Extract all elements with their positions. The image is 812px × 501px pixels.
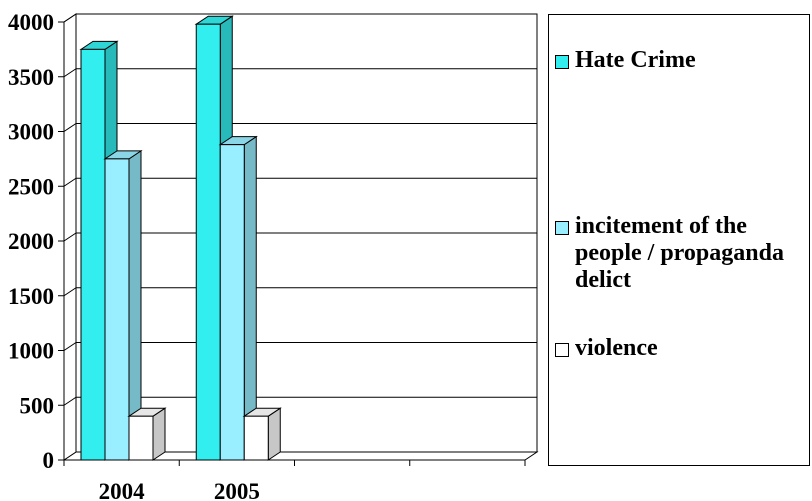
- legend-item-incitement: incitement of the people / propaganda de…: [555, 213, 805, 294]
- chart-canvas: 0 500 1000 1500 2000 2500 3000 3500 4000 2004 2005: [8, 10, 539, 501]
- legend-swatch-incitement: [555, 221, 569, 235]
- gridline-diagonal: [63, 396, 77, 406]
- gridline-diagonal: [63, 68, 77, 78]
- gridline-diagonal: [63, 287, 77, 297]
- bar-side: [267, 407, 281, 461]
- x-tick-label: 2005: [214, 479, 260, 501]
- bar: [128, 415, 154, 461]
- bar: [243, 415, 269, 461]
- gridline-diagonal: [63, 13, 77, 23]
- legend-swatch-violence: [555, 343, 569, 357]
- y-tick-label: 3500: [8, 65, 54, 90]
- y-tick-label: 1500: [8, 284, 54, 309]
- y-tick-label: 4000: [8, 10, 54, 35]
- gridline-diagonal: [63, 232, 77, 242]
- y-tick-label: 0: [43, 448, 55, 473]
- legend-swatch-hate-crime: [555, 55, 569, 69]
- y-tick-label: 1000: [8, 339, 54, 364]
- gridline-diagonal: [63, 177, 77, 187]
- gridline-diagonal: [63, 123, 77, 132]
- legend: Hate Crime incitement of the people / pr…: [548, 14, 810, 466]
- bar: [219, 144, 245, 461]
- legend-label-incitement: incitement of the people / propaganda de…: [575, 213, 784, 293]
- bar: [195, 23, 221, 461]
- bar: [80, 48, 106, 461]
- bar-side: [152, 407, 166, 461]
- gridline-diagonal: [63, 342, 77, 351]
- legend-label-violence: violence: [575, 335, 658, 361]
- legend-item-hate-crime: Hate Crime: [555, 47, 805, 74]
- legend-label-hate-crime: Hate Crime: [575, 47, 696, 73]
- y-tick-label: 3000: [8, 120, 54, 145]
- y-tick-label: 2000: [8, 229, 54, 254]
- x-tick-label: 2004: [99, 479, 146, 501]
- y-tick-label: 500: [20, 393, 55, 418]
- legend-item-violence: violence: [555, 335, 805, 362]
- y-tick-label: 2500: [8, 174, 54, 199]
- bar: [104, 158, 130, 461]
